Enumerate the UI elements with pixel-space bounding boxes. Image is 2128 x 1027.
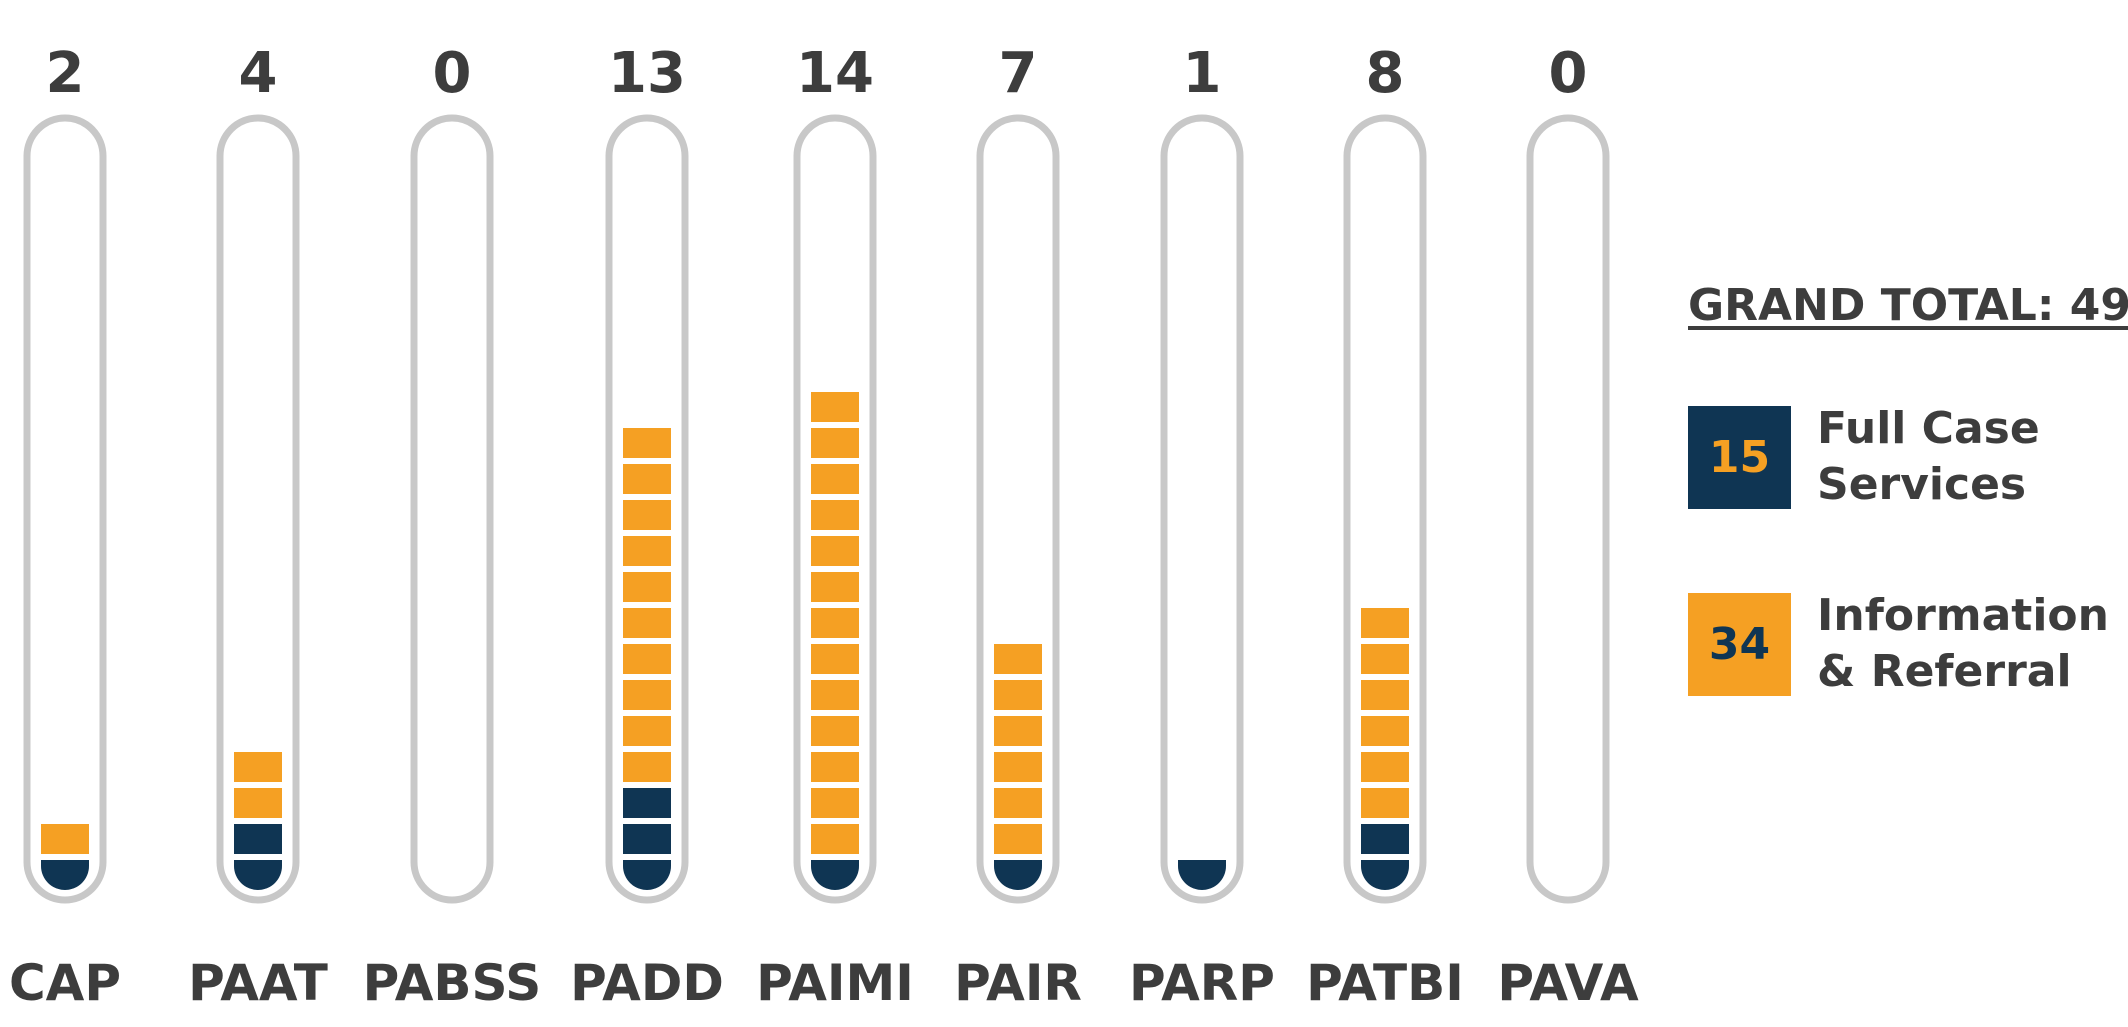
category-label-paat: PAAT: [188, 954, 328, 1012]
segment-patbi-full-case-1: [1361, 860, 1409, 890]
segment-cap-info-referral-1: [41, 824, 89, 854]
segment-paimi-info-referral-10: [811, 500, 859, 530]
segment-paimi-info-referral-2: [811, 788, 859, 818]
legend-item-information-referral: 34 Information & Referral: [1688, 588, 2118, 700]
segment-patbi-info-referral-3: [1361, 716, 1409, 746]
segment-paat-full-case-2: [234, 824, 282, 854]
tube-cap: [23, 114, 107, 904]
segment-parp-full-case-1: [1178, 860, 1226, 890]
full-case-swatch: 15: [1688, 405, 1791, 509]
segment-padd-info-referral-10: [623, 428, 671, 458]
category-label-patbi: PATBI: [1306, 954, 1464, 1012]
segment-paimi-info-referral-7: [811, 608, 859, 638]
segment-padd-full-case-2: [623, 824, 671, 854]
segment-paat-full-case-1: [234, 860, 282, 890]
segment-paat-info-referral-1: [234, 788, 282, 818]
segment-paimi-info-referral-4: [811, 716, 859, 746]
category-label-padd: PADD: [570, 954, 724, 1012]
count-label-parp: 1: [1183, 41, 1222, 106]
segment-patbi-info-referral-4: [1361, 680, 1409, 710]
segment-patbi-info-referral-6: [1361, 608, 1409, 638]
tube-paat: [216, 114, 300, 904]
segment-padd-info-referral-5: [623, 608, 671, 638]
count-label-patbi: 8: [1366, 41, 1405, 106]
segment-pair-info-referral-4: [994, 716, 1042, 746]
tube-pava: [1526, 114, 1610, 904]
segment-padd-info-referral-2: [623, 716, 671, 746]
segment-paimi-info-referral-3: [811, 752, 859, 782]
category-label-pabss: PABSS: [363, 954, 542, 1012]
legend: GRAND TOTAL: 49 15 Full Case Services 34…: [1688, 280, 2128, 700]
segment-padd-full-case-3: [623, 788, 671, 818]
segment-pair-full-case-1: [994, 860, 1042, 890]
segment-padd-info-referral-1: [623, 752, 671, 782]
segment-padd-info-referral-7: [623, 536, 671, 566]
segment-paimi-info-referral-11: [811, 464, 859, 494]
tube-patbi: [1343, 114, 1427, 904]
count-label-pabss: 0: [433, 41, 472, 106]
segment-pair-info-referral-2: [994, 788, 1042, 818]
segment-pair-info-referral-1: [994, 824, 1042, 854]
segment-pair-info-referral-3: [994, 752, 1042, 782]
segment-paimi-info-referral-12: [811, 428, 859, 458]
tube-pair: [976, 114, 1060, 904]
segment-patbi-info-referral-1: [1361, 788, 1409, 818]
grand-total: GRAND TOTAL: 49: [1688, 280, 2128, 331]
segment-paimi-info-referral-6: [811, 644, 859, 674]
information-referral-label: Information & Referral: [1817, 590, 2109, 697]
segment-patbi-info-referral-2: [1361, 752, 1409, 782]
count-label-pava: 0: [1549, 41, 1588, 106]
count-label-cap: 2: [46, 41, 85, 106]
count-label-pair: 7: [999, 41, 1038, 106]
count-label-paimi: 14: [796, 41, 874, 106]
category-label-pair: PAIR: [954, 954, 1082, 1012]
category-label-parp: PARP: [1129, 954, 1275, 1012]
legend-item-full-case-services: 15 Full Case Services: [1688, 401, 2118, 513]
segment-paat-info-referral-2: [234, 752, 282, 782]
category-label-paimi: PAIMI: [756, 954, 914, 1012]
category-label-pava: PAVA: [1497, 954, 1639, 1012]
segment-paimi-info-referral-8: [811, 572, 859, 602]
segment-padd-info-referral-9: [623, 464, 671, 494]
count-label-paat: 4: [239, 41, 278, 106]
segment-pair-info-referral-6: [994, 644, 1042, 674]
test-tube-chart: 2 CAP 4 PAAT 0 PABSS 13 PADD 14 PAIMI 7 PAIR 1 PARP 8 P…: [9, 41, 1639, 1012]
category-label-cap: CAP: [9, 954, 121, 1012]
segment-paimi-info-referral-13: [811, 392, 859, 422]
segment-padd-info-referral-4: [623, 644, 671, 674]
segment-padd-info-referral-6: [623, 572, 671, 602]
segment-padd-info-referral-3: [623, 680, 671, 710]
tube-parp: [1160, 114, 1244, 904]
segment-paimi-full-case-1: [811, 860, 859, 890]
information-referral-swatch: 34: [1688, 592, 1791, 696]
segment-paimi-info-referral-9: [811, 536, 859, 566]
segment-padd-full-case-1: [623, 860, 671, 890]
segment-pair-info-referral-5: [994, 680, 1042, 710]
segment-cap-full-case-1: [41, 860, 89, 890]
segment-patbi-full-case-2: [1361, 824, 1409, 854]
segment-patbi-info-referral-5: [1361, 644, 1409, 674]
segment-padd-info-referral-8: [623, 500, 671, 530]
segment-paimi-info-referral-1: [811, 824, 859, 854]
count-label-padd: 13: [608, 41, 686, 106]
segment-paimi-info-referral-5: [811, 680, 859, 710]
tube-pabss: [410, 114, 494, 904]
full-case-label: Full Case Services: [1817, 403, 2040, 510]
